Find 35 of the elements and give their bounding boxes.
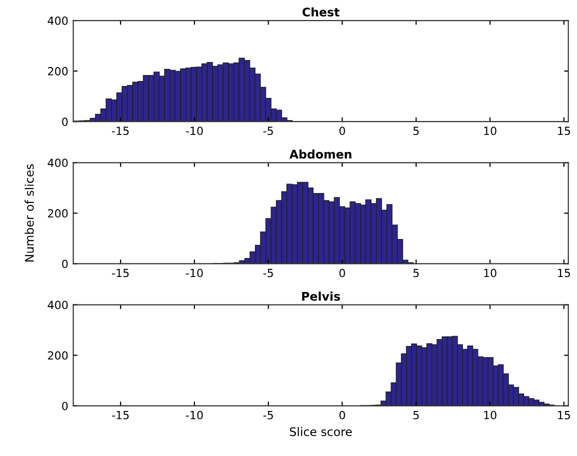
x-tick-label: -15 bbox=[112, 268, 129, 278]
x-tick-label: 5 bbox=[413, 411, 419, 420]
chart-title: Abdomen bbox=[289, 150, 352, 159]
x-tick-label: 10 bbox=[484, 268, 496, 278]
y-tick-label: 400 bbox=[48, 16, 68, 25]
x-tick-label: 10 bbox=[484, 410, 496, 420]
x-tick-label: -15 bbox=[112, 411, 129, 420]
x-axis-title: Slice score bbox=[290, 427, 352, 436]
x-tick-label: 0 bbox=[339, 126, 346, 136]
x-tick-label: -15 bbox=[112, 126, 129, 136]
x-tick-label: -10 bbox=[186, 268, 203, 278]
y-tick-label: 0 bbox=[62, 118, 68, 126]
y-tick-label: 400 bbox=[48, 300, 68, 310]
y-tick-label: 0 bbox=[62, 402, 68, 410]
x-tick-label: 0 bbox=[339, 410, 346, 420]
x-tick-label: -10 bbox=[186, 410, 203, 420]
x-tick-label: 5 bbox=[413, 126, 419, 136]
x-tick-label: -5 bbox=[263, 411, 273, 420]
x-tick-label: 15 bbox=[558, 268, 570, 278]
x-tick-label: 0 bbox=[339, 268, 346, 278]
y-axis-title: Number of slices bbox=[24, 164, 34, 262]
x-tick-label: 15 bbox=[558, 126, 570, 136]
chart-title: Chest bbox=[302, 7, 340, 17]
y-tick-label: 200 bbox=[48, 209, 68, 218]
y-tick-label: 200 bbox=[48, 351, 68, 360]
x-tick-label: 15 bbox=[558, 411, 570, 420]
y-tick-label: 0 bbox=[62, 260, 68, 268]
x-tick-label: -10 bbox=[186, 126, 203, 136]
x-tick-label: -5 bbox=[263, 126, 273, 136]
chart-title: Pelvis bbox=[302, 292, 340, 301]
x-tick-label: 10 bbox=[484, 126, 496, 136]
y-tick-label: 400 bbox=[48, 158, 68, 168]
x-tick-label: -5 bbox=[263, 268, 273, 278]
x-tick-label: 5 bbox=[413, 268, 419, 278]
y-tick-label: 200 bbox=[48, 67, 68, 76]
